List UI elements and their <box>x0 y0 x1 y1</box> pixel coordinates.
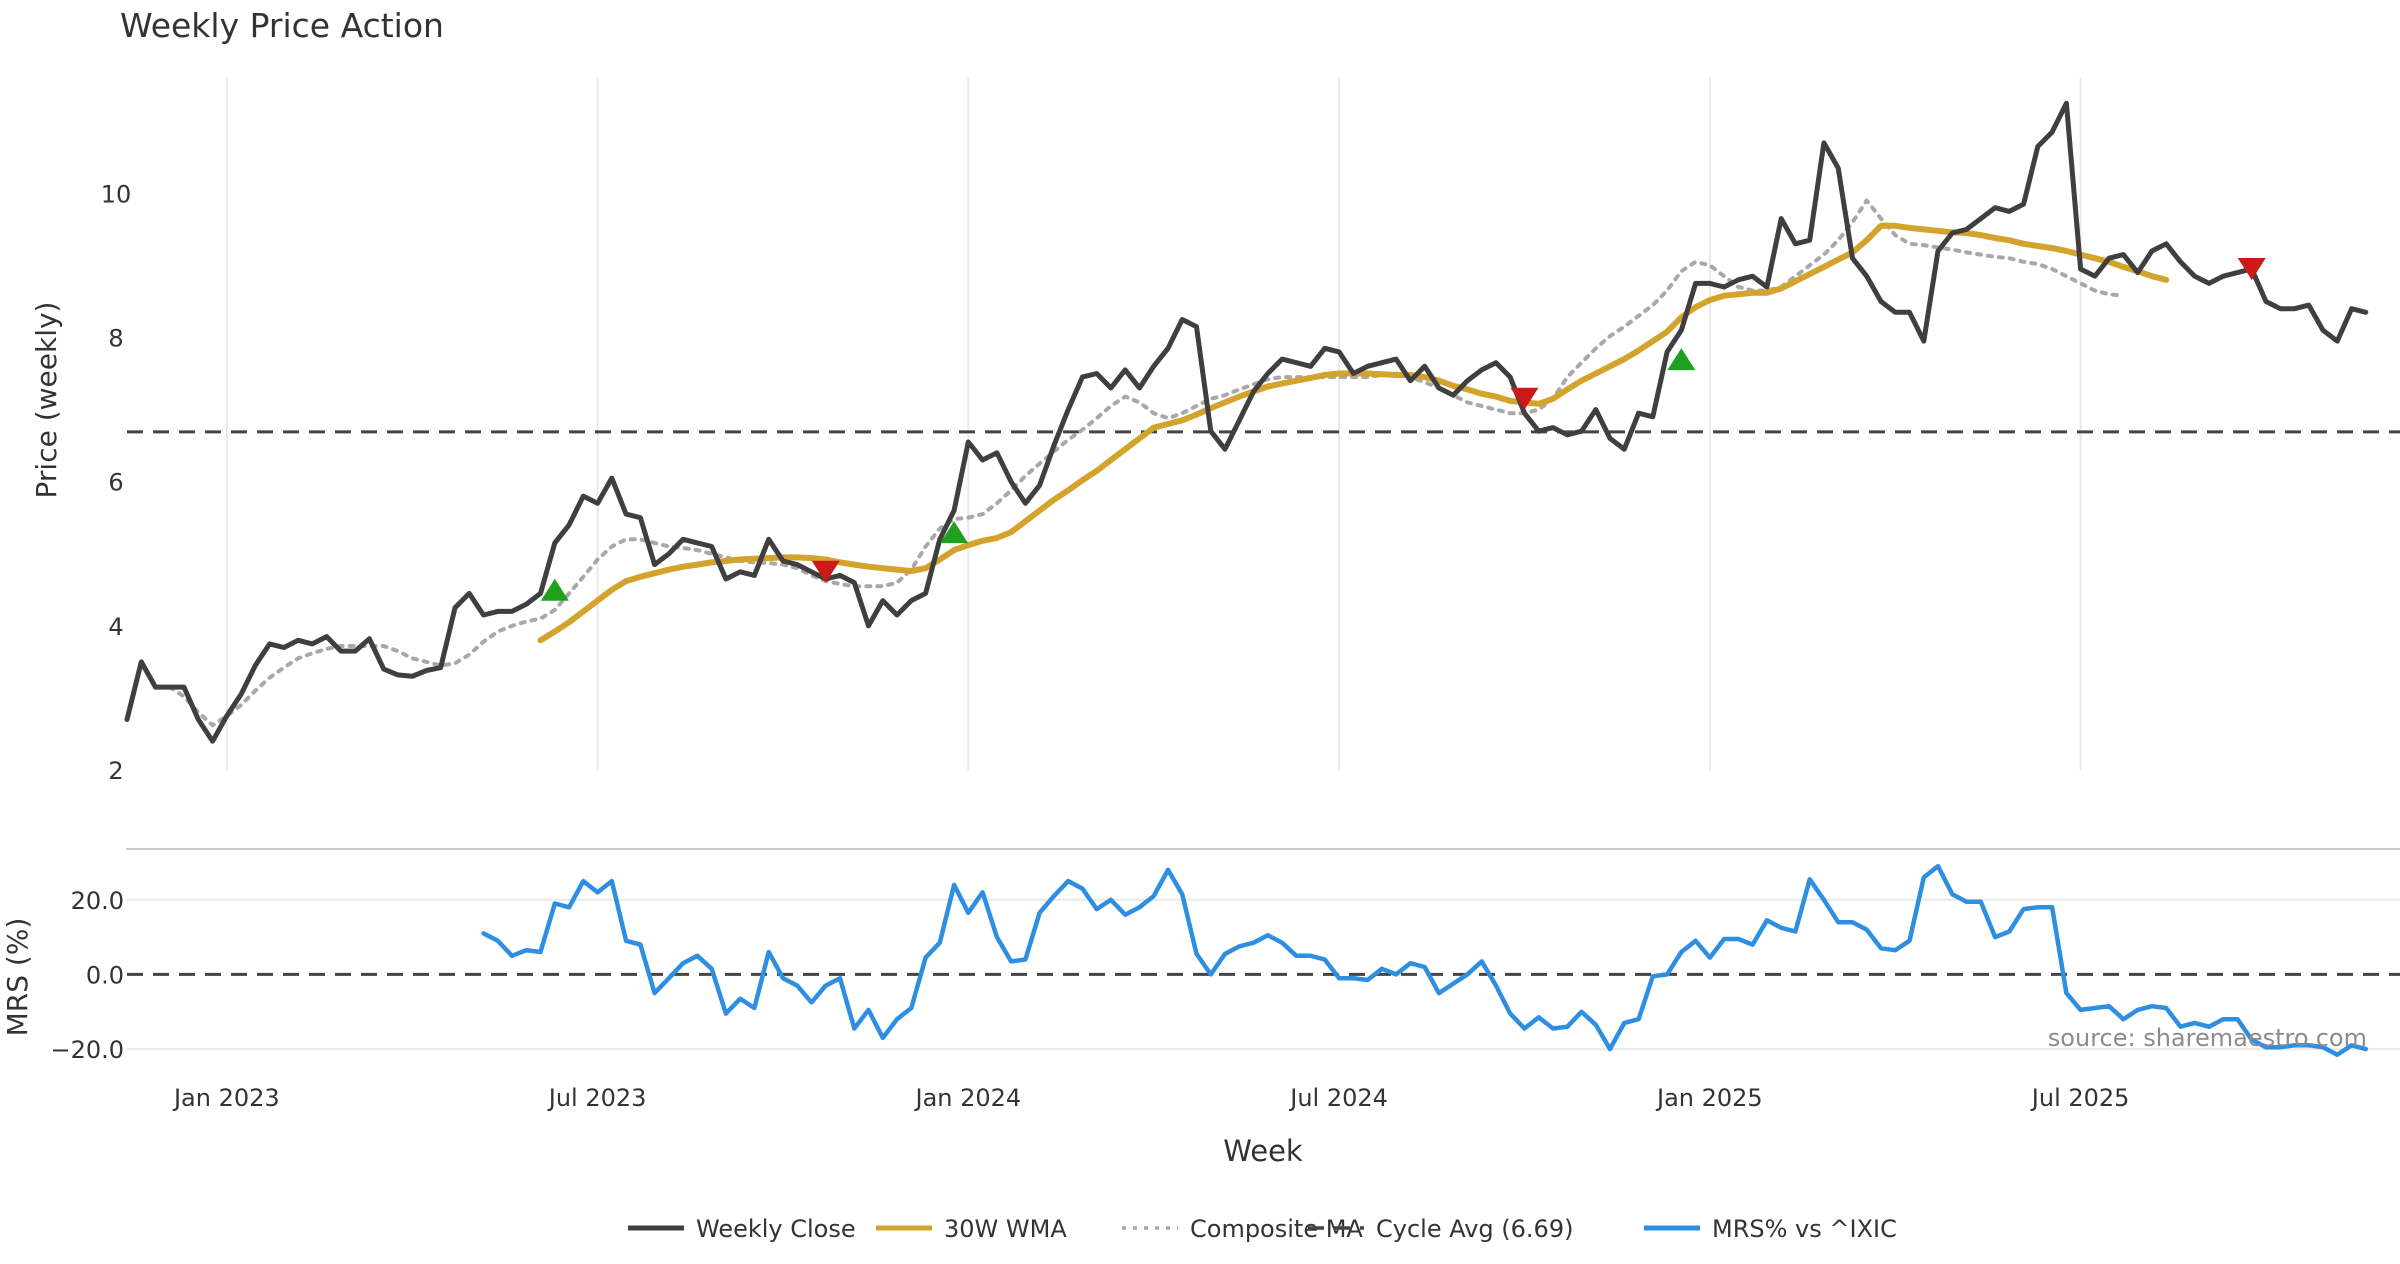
x-tick-label: Jul 2024 <box>1288 1084 1388 1112</box>
composite-ma-line <box>167 198 2126 728</box>
legend-label-mrs: MRS% vs ^IXIC <box>1712 1215 1897 1243</box>
y-tick-label: 10 <box>101 180 132 208</box>
x-tick-label: Jan 2023 <box>172 1084 280 1112</box>
x-tick-label: Jan 2025 <box>1655 1084 1763 1112</box>
main-grid <box>225 78 2082 770</box>
buy-signal-marker <box>1667 348 1696 371</box>
sell-signal-marker <box>2237 258 2266 281</box>
x-tick-label: Jan 2024 <box>913 1084 1021 1112</box>
mrs-y-axis-label: MRS (%) <box>1 918 34 1037</box>
legend-label-close: Weekly Close <box>696 1215 856 1243</box>
mrs-y-tick-label: 20.0 <box>71 887 124 915</box>
sell-signal-marker <box>1510 387 1539 410</box>
legend-label-cycle: Cycle Avg (6.69) <box>1376 1215 1573 1243</box>
y-tick-label: 8 <box>108 325 123 353</box>
buy-signal-marker <box>940 521 969 544</box>
x-ticks: Jan 2023 Jul 2023 Jan 2024 Jul 2024 Jan 2025… <box>172 1084 2129 1112</box>
weekly-close-line <box>124 100 2369 744</box>
x-tick-label: Jul 2023 <box>547 1084 647 1112</box>
mrs-y-tick-label: 0.0 <box>86 961 124 989</box>
main-y-axis-label: Price (weekly) <box>30 302 63 499</box>
source-text: source: sharemaestro.com <box>2048 1024 2367 1052</box>
y-tick-label: 6 <box>108 469 123 497</box>
chart-title: Weekly Price Action <box>120 6 444 45</box>
y-tick-label: 4 <box>108 613 123 641</box>
mrs-y-tick-label: −20.0 <box>50 1036 124 1064</box>
main-series <box>124 100 2369 744</box>
legend: Weekly Close 30W WMA Composite MA Cycle Avg… <box>628 1215 1897 1243</box>
x-axis-label: Week <box>1223 1134 1303 1168</box>
main-y-ticks: 2 4 6 8 10 <box>101 180 132 785</box>
mrs-line <box>481 863 2369 1057</box>
mrs-series <box>481 863 2369 1057</box>
buy-signal-marker <box>540 578 569 601</box>
x-tick-label: Jul 2025 <box>2030 1084 2130 1112</box>
y-tick-label: 2 <box>108 757 123 785</box>
mrs-y-ticks: 20.0 0.0 −20.0 <box>50 887 124 1064</box>
legend-label-wma: 30W WMA <box>944 1215 1067 1243</box>
sell-signal-marker <box>811 560 840 583</box>
signal-markers <box>540 258 2266 601</box>
mrs-grid <box>127 898 2400 1051</box>
